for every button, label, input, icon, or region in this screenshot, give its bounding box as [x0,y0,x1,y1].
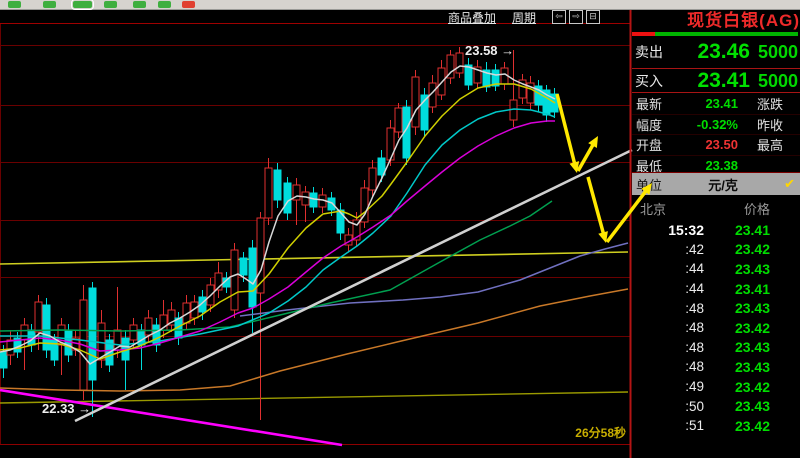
time-column-header: 北京 [640,201,667,217]
low-price-label: 22.33 → [42,401,92,416]
tick-price: 23.43 [734,398,770,415]
stat-value: 23.41 [705,96,738,112]
tick-row: :50 23.43 [632,396,800,416]
taskbar-icon[interactable] [133,1,146,8]
tick-time: :42 [685,241,704,257]
zoom-out-button[interactable]: ⊟ [586,10,601,24]
period-link[interactable]: 周期 [512,10,537,25]
taskbar-icon[interactable] [104,1,117,8]
countdown-timer: 26分58秒 [575,426,626,440]
tick-time: :51 [685,418,704,434]
instrument-title: 现货白银(AG) [687,11,800,30]
tick-row: :51 23.42 [632,416,800,436]
tick-time: :49 [685,379,704,395]
stat-label: 开盘 [636,138,663,154]
tick-row: :42 23.42 [632,240,800,260]
tick-time: :50 [685,398,704,414]
tick-row: 15:32 23.41 [632,220,800,240]
taskbar-icon[interactable] [71,0,94,10]
buy-volume: 5000 [757,70,798,91]
taskbar-icon[interactable] [43,1,56,8]
tick-price: 23.43 [734,260,770,277]
tick-price: 23.43 [734,300,770,317]
stat-label: 最新 [636,97,663,113]
tick-price: 23.43 [734,339,770,356]
stat-label: 幅度 [636,117,663,133]
tick-time: :48 [685,300,704,316]
chart-region[interactable] [0,10,630,458]
tick-time: :48 [685,339,704,355]
tick-price: 23.42 [734,319,770,336]
taskbar-icon[interactable] [158,1,171,8]
price-column-header: 价格 [743,201,770,217]
unit-label: 单位 [636,177,663,193]
sell-volume: 5000 [757,41,798,62]
sell-price: 23.46 [697,40,750,63]
tick-row: :44 23.43 [632,259,800,279]
tick-price: 23.41 [734,280,770,297]
overlay-link[interactable]: 商品叠加 [448,10,497,25]
stat-label-2: 昨收 [757,117,784,133]
stat-row: 开盘 23.50 最高 [632,135,800,156]
sell-quote-row[interactable]: 卖出 23.46 5000 [632,37,800,67]
unit-row[interactable]: 单位 元/克 ✔ [632,172,800,195]
scroll-right-button[interactable]: ⇨ [569,10,584,24]
check-icon: ✔ [784,176,795,191]
buy-price: 23.41 [697,69,750,92]
tick-price: 23.41 [734,221,770,238]
buy-label: 买入 [635,73,663,89]
stat-value: 23.50 [705,137,738,153]
stat-row: 幅度 -0.32% 昨收 [632,115,800,135]
tick-row: :48 23.43 [632,298,800,318]
tick-row: :48 23.43 [632,357,800,377]
chart-toolbar: 商品叠加 周期 ⇦ ⇨ ⊟ [448,10,601,25]
stat-value: -0.32% [696,116,738,132]
scroll-left-button[interactable]: ⇦ [552,10,567,24]
stat-value: 23.38 [705,157,738,173]
tick-time: :44 [685,281,704,297]
tick-price: 23.42 [734,378,770,395]
tick-row: :48 23.43 [632,338,800,358]
tick-price: 23.42 [734,241,770,258]
tick-row: :44 23.41 [632,279,800,299]
stat-rows: 最新 23.41 涨跌幅度 -0.32% 昨收开盘 23.50 最高最低 23.38 [632,94,800,176]
tick-list-header: 北京 价格 [632,198,800,218]
tick-time: :48 [685,359,704,375]
taskbar-icon[interactable] [8,1,21,8]
stat-label-2: 涨跌 [757,97,784,113]
buy-quote-row[interactable]: 买入 23.41 5000 [632,69,800,92]
unit-value: 元/克 [708,177,738,193]
stat-label-2: 最高 [757,138,784,154]
tick-time: :48 [685,320,704,336]
tick-row: :49 23.42 [632,377,800,397]
tick-price: 23.43 [734,358,770,375]
stat-label: 最低 [636,158,663,174]
tick-time: 15:32 [668,221,704,238]
strength-bar [632,32,798,36]
stat-row: 最新 23.41 涨跌 [632,94,800,115]
strength-bar-red [632,32,656,36]
taskbar-icon[interactable] [182,1,195,8]
tick-price: 23.42 [734,417,770,434]
nav-button-group: ⇦ ⇨ ⊟ [552,10,601,24]
tick-list: 15:32 23.41 :42 23.42 :44 23.43 :44 23.41 :48 23.… [632,220,800,436]
tick-row: :48 23.42 [632,318,800,338]
separator [632,68,800,69]
sell-label: 卖出 [635,44,663,60]
separator [632,92,800,93]
tick-time: :44 [685,261,704,277]
quote-panel: 现货白银(AG) 卖出 23.46 5000 买入 23.41 5000 最新 2… [632,10,800,458]
high-price-label: 23.58 → [465,43,515,58]
taskbar-strip [0,0,800,10]
